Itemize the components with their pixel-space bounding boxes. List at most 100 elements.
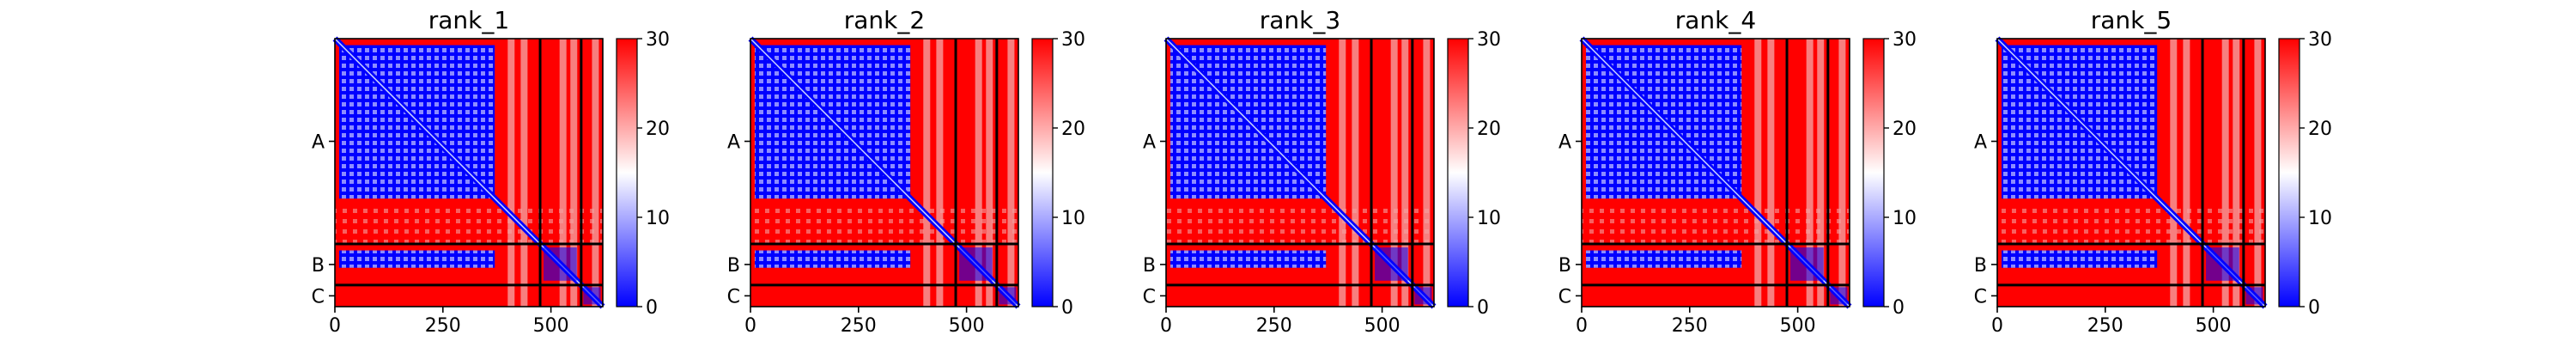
x-tick-label-2: 500	[1364, 315, 1400, 337]
y-tick-label-0: A	[727, 132, 740, 154]
heatmap-block-B-vs-A-texture	[755, 250, 911, 268]
colorbar-tick-label-1: 10	[1477, 208, 1501, 229]
heatmap-streak-2	[2221, 39, 2229, 307]
heatmap-block-B-vs-A-texture	[1170, 250, 1327, 268]
chart-title: rank_1	[428, 6, 509, 34]
y-tick-label-2: C	[1558, 286, 1571, 307]
x-tick-label-1: 250	[1672, 315, 1708, 337]
plot-frame	[750, 38, 1019, 307]
heatmap-streak-3	[1401, 39, 1409, 307]
heatmap-red-texture	[1582, 207, 1850, 245]
colorbar	[2278, 38, 2300, 307]
heatmap-streak-3	[2233, 39, 2240, 307]
colorbar-tick-label-2: 20	[1061, 119, 1085, 140]
x-tick-label-1: 250	[2087, 315, 2123, 337]
heatmap-block-B-vs-A-texture	[339, 250, 495, 268]
heatmap-block-chainC	[999, 287, 1017, 305]
heatmap-block-chainC	[583, 287, 601, 305]
x-tick-label-0: 0	[1160, 315, 1172, 337]
y-tick-label-0: A	[1558, 132, 1571, 154]
heatmap-streak-0	[1339, 39, 1346, 307]
colorbar-tick-label-1: 10	[2308, 208, 2332, 229]
heatmap-streak-4	[1007, 39, 1015, 307]
heatmap-block-chainB	[959, 247, 993, 281]
y-tick-label-2: C	[1143, 286, 1156, 307]
plot-frame	[1581, 38, 1850, 307]
colorbar-tick-label-2: 20	[1893, 119, 1917, 140]
colorbar	[1031, 38, 1054, 307]
colorbar-tick-label-3: 30	[1061, 29, 1085, 51]
y-tick-label-0: A	[1143, 132, 1156, 154]
y-tick-label-2: C	[1974, 286, 1987, 307]
colorbar-tick-label-1: 10	[646, 208, 670, 229]
colorbar-tick-label-2: 20	[2308, 119, 2332, 140]
y-tick-label-0: A	[312, 132, 325, 154]
heatmap-block-chainB	[1790, 247, 1824, 281]
colorbar	[1447, 38, 1469, 307]
plot-frame	[334, 38, 604, 307]
heatmap-block-chainB	[1375, 247, 1408, 281]
heatmap-streak-4	[592, 39, 599, 307]
colorbar-tick-label-3: 30	[646, 29, 670, 51]
heatmap-streak-0	[2170, 39, 2178, 307]
x-tick-label-0: 0	[1576, 315, 1588, 337]
heatmap-block-chainC	[1830, 287, 1848, 305]
heatmap-block-chainC	[1414, 287, 1432, 305]
y-tick-label-0: A	[1974, 132, 1987, 154]
heatmap-block-chainB	[544, 247, 577, 281]
x-tick-label-0: 0	[329, 315, 341, 337]
plot-frame	[1996, 38, 2266, 307]
colorbar-tick-label-0: 0	[646, 297, 658, 319]
x-tick-label-2: 500	[949, 315, 985, 337]
chart-title: rank_2	[844, 6, 925, 34]
heatmap-streak-0	[1754, 39, 1762, 307]
heatmap-streak-1	[1352, 39, 1359, 307]
heatmap-streak-1	[520, 39, 528, 307]
heatmap-red-texture	[750, 207, 1018, 245]
y-tick-label-2: C	[727, 286, 740, 307]
heatmap-streak-0	[923, 39, 931, 307]
x-tick-label-2: 500	[1780, 315, 1816, 337]
heatmap-streak-3	[1817, 39, 1825, 307]
colorbar	[1862, 38, 1885, 307]
heatmap-streak-2	[1806, 39, 1814, 307]
heatmap-streak-1	[2183, 39, 2190, 307]
x-tick-label-1: 250	[1256, 315, 1292, 337]
x-tick-label-0: 0	[744, 315, 756, 337]
heatmap-block-chainB	[2206, 247, 2239, 281]
heatmap-red-texture	[1997, 207, 2265, 245]
x-tick-label-1: 250	[425, 315, 461, 337]
heatmap-streak-3	[986, 39, 993, 307]
heatmap-streak-3	[570, 39, 578, 307]
colorbar-tick-label-2: 20	[646, 119, 670, 140]
colorbar-tick-label-3: 30	[2308, 29, 2332, 51]
heatmap-streak-4	[1838, 39, 1846, 307]
colorbar-tick-label-0: 0	[2308, 297, 2320, 319]
x-tick-label-2: 500	[2196, 315, 2232, 337]
chart-title: rank_5	[2091, 6, 2172, 34]
colorbar-tick-label-0: 0	[1061, 297, 1073, 319]
colorbar	[616, 38, 638, 307]
heatmap-streak-1	[936, 39, 944, 307]
chart-title: rank_4	[1675, 6, 1756, 34]
heatmap-streak-2	[1390, 39, 1398, 307]
colorbar-tick-label-0: 0	[1893, 297, 1905, 319]
x-tick-label-2: 500	[533, 315, 569, 337]
x-tick-label-0: 0	[1991, 315, 2003, 337]
y-tick-label-2: C	[312, 286, 325, 307]
x-tick-label-1: 250	[841, 315, 877, 337]
heatmap-streak-1	[1767, 39, 1775, 307]
colorbar-tick-label-1: 10	[1061, 208, 1085, 229]
heatmap-streak-2	[975, 39, 982, 307]
y-tick-label-1: B	[1558, 255, 1571, 277]
heatmap-block-chainC	[2245, 287, 2263, 305]
chart-title: rank_3	[1260, 6, 1340, 34]
heatmap-block-B-vs-A-texture	[2002, 250, 2158, 268]
y-tick-label-1: B	[727, 255, 740, 277]
